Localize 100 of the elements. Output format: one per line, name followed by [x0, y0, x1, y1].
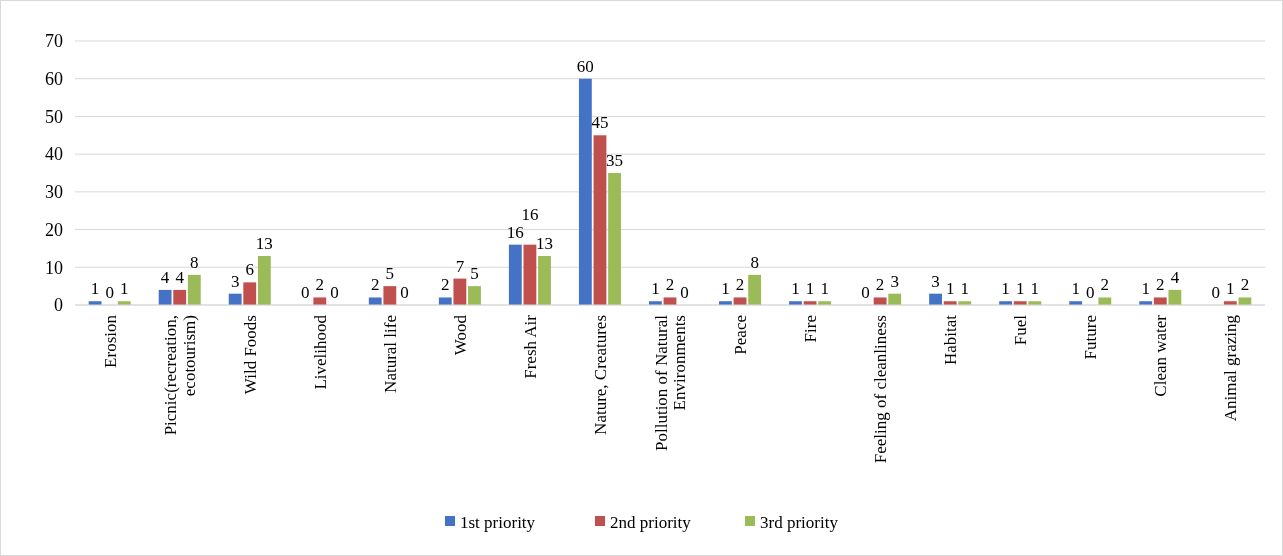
bar — [608, 173, 621, 305]
bar — [228, 293, 242, 305]
bar — [873, 297, 887, 305]
bar — [538, 255, 551, 305]
data-label: 13 — [255, 233, 273, 253]
data-label: 1 — [1141, 279, 1150, 299]
x-tick-label: Natural life — [380, 315, 400, 393]
x-tick-label: Picnic(recreation, ecotourism) — [161, 315, 200, 436]
x-tick-label: Habitat — [941, 314, 961, 366]
data-label: 2 — [665, 275, 675, 295]
data-label: 2 — [370, 275, 380, 295]
x-tick-label: Animal grazing — [1221, 314, 1241, 422]
bar — [243, 282, 257, 305]
bar — [257, 255, 271, 305]
data-label: 4 — [160, 267, 170, 287]
data-label: 1 — [960, 279, 970, 299]
bar — [1168, 289, 1182, 305]
bar — [508, 244, 522, 305]
data-label: 0 — [680, 283, 689, 302]
y-tick-label: 70 — [45, 31, 63, 52]
data-label: 3 — [931, 271, 940, 291]
data-label: 2 — [735, 275, 745, 295]
data-label: 1 — [805, 279, 815, 299]
bar — [313, 297, 327, 305]
bar — [438, 297, 452, 305]
bar — [383, 286, 397, 305]
bar — [888, 293, 902, 305]
data-label: 0 — [105, 283, 114, 302]
bar — [1153, 297, 1167, 305]
data-label: 16 — [506, 222, 524, 242]
bar — [748, 274, 762, 305]
y-tick-label: 40 — [45, 144, 63, 165]
y-tick-label: 30 — [45, 182, 63, 203]
data-label: 2 — [1156, 275, 1165, 295]
bar — [578, 78, 592, 305]
data-label: 0 — [1211, 283, 1220, 302]
data-label: 5 — [470, 264, 479, 284]
bar — [187, 274, 201, 305]
bar — [593, 135, 607, 305]
x-tick-label: Erosion — [100, 314, 120, 368]
data-label: 8 — [750, 252, 759, 272]
data-label: 1 — [120, 279, 129, 299]
data-label: 60 — [576, 56, 594, 76]
data-label: 7 — [455, 256, 465, 276]
legend-label: 1st priority — [460, 512, 536, 532]
x-tick-label: Livelihood — [310, 314, 330, 390]
x-tick-label: Pollution of Natural Environments — [651, 314, 690, 451]
data-label: 1 — [1001, 279, 1010, 299]
x-tick-label: Feeling of cleanliness — [871, 315, 891, 464]
data-label: 5 — [385, 264, 395, 284]
x-tick-label: Fire — [801, 315, 821, 343]
x-tick-label: Fuel — [1011, 314, 1031, 346]
data-label: 1 — [90, 279, 100, 299]
data-label: 1 — [1071, 279, 1080, 299]
data-label: 6 — [245, 260, 254, 280]
data-label: 35 — [606, 151, 624, 170]
bar — [523, 244, 537, 305]
bar — [1098, 297, 1112, 305]
data-label: 1 — [1226, 279, 1235, 299]
data-label: 0 — [330, 283, 339, 302]
legend-label: 2nd priority — [610, 512, 692, 532]
data-label: 0 — [400, 283, 409, 302]
x-tick-label: Nature, Creatures — [590, 315, 610, 435]
data-label: 2 — [315, 275, 325, 295]
data-label: 1 — [651, 279, 660, 299]
bar — [453, 278, 467, 305]
y-tick-label: 10 — [45, 257, 63, 278]
bar — [368, 297, 382, 305]
data-label: 16 — [521, 204, 539, 224]
data-label: 1 — [945, 279, 955, 299]
data-label: 8 — [190, 252, 199, 272]
x-tick-label: Peace — [730, 315, 750, 355]
x-tick-label: Clean water — [1151, 314, 1171, 397]
data-label: 2 — [441, 275, 450, 295]
data-label: 13 — [536, 233, 554, 253]
data-label: 1 — [721, 279, 730, 299]
data-label: 3 — [890, 271, 899, 291]
bar — [929, 293, 942, 305]
bar — [173, 289, 187, 305]
data-label: 2 — [1100, 275, 1110, 295]
bar — [158, 289, 172, 305]
data-label: 0 — [300, 283, 310, 302]
data-label: 2 — [1240, 275, 1250, 295]
data-label: 1 — [1030, 279, 1040, 299]
data-label: 1 — [820, 279, 829, 299]
y-tick-label: 50 — [45, 106, 63, 127]
data-label: 1 — [1015, 279, 1025, 299]
y-tick-label: 20 — [45, 219, 63, 240]
x-tick-label: Fresh Air — [520, 314, 540, 379]
x-tick-label: Wood — [450, 314, 470, 356]
data-label: 0 — [861, 283, 870, 302]
data-label: 2 — [875, 275, 885, 295]
y-tick-label: 0 — [54, 295, 63, 316]
data-label: 1 — [791, 279, 800, 299]
data-label: 3 — [230, 271, 240, 291]
data-label: 4 — [1170, 267, 1180, 287]
bar — [468, 286, 481, 305]
x-tick-label: Future — [1081, 315, 1101, 360]
y-tick-label: 60 — [45, 69, 63, 90]
x-tick-label: Wild Foods — [240, 315, 260, 395]
